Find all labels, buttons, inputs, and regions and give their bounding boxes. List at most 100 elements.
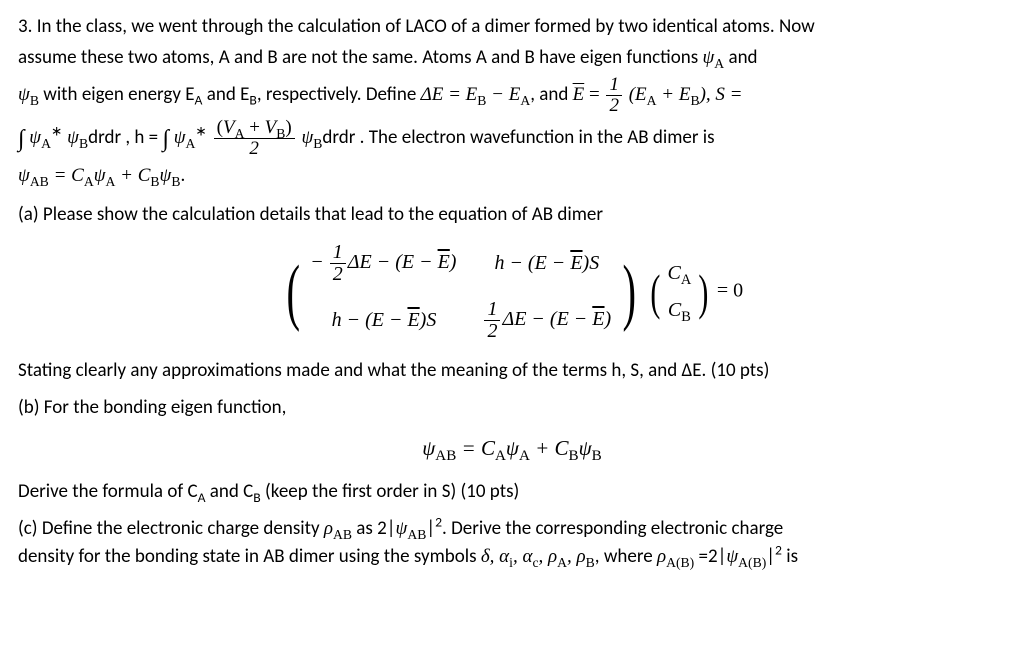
n: 1 (484, 299, 500, 321)
eq: = C (49, 165, 84, 186)
sym: , α (513, 546, 532, 567)
part-b-prompt: (b) For the bonding eigen function, (18, 393, 1006, 422)
e-bar: E (573, 84, 585, 105)
t: =2| (694, 545, 726, 568)
minus: − E (486, 84, 520, 105)
problem-intro-line2: assume these two atoms, A and B are not … (18, 43, 1006, 72)
text: and E (202, 83, 249, 106)
sub: AB (435, 449, 456, 465)
sub-ab: AB (30, 173, 49, 188)
sub-b: B (249, 91, 256, 108)
t: + E (657, 84, 691, 105)
t: as 2| (352, 517, 396, 540)
t: . Derive the corresponding electronic ch… (442, 517, 783, 540)
s: A (681, 272, 691, 288)
text: (a) Please show the calculation details … (18, 203, 603, 226)
sub: A (647, 92, 657, 107)
part-c-line1: (c) Define the electronic charge density… (18, 514, 1006, 543)
t: C (668, 262, 681, 284)
d: 2 (330, 264, 346, 285)
ebar: E (592, 308, 604, 330)
d: 2 (484, 321, 500, 342)
star: ∗ (195, 123, 206, 138)
text: assume these two atoms, A and B are not … (18, 46, 702, 69)
num: 1 (606, 75, 622, 96)
t: C (668, 299, 681, 321)
vector-cb: CB (668, 295, 692, 326)
sub: A (106, 173, 116, 188)
text: , respectively. Define (257, 83, 421, 106)
t: density for the bonding state in AB dime… (18, 545, 481, 568)
ebar: E (407, 309, 419, 331)
psi: ψ (396, 518, 408, 539)
text: (b) For the bonding eigen function, (18, 396, 286, 419)
t: ΔE − (E − (348, 251, 438, 273)
problem-intro-line4: ∫ ψA∗ ψBdrdr , h = ∫ ψA∗ (VA + VB)2 ψBdr… (18, 118, 1006, 159)
t: )S (583, 252, 600, 274)
delta-e-def: ΔE = E (421, 84, 478, 105)
t: ΔE − (E − (502, 308, 592, 330)
t: Derive the formula of C (18, 480, 198, 503)
sq: 2 (775, 541, 782, 558)
matrix-cell-12: h − (E − E)S (482, 248, 611, 279)
text: 3. In the class, we went through the cal… (18, 15, 815, 38)
t: ) (605, 308, 612, 330)
problem-intro-line1: 3. In the class, we went through the cal… (18, 12, 1006, 41)
sub-b: B (30, 92, 39, 107)
s: A(B) (738, 555, 766, 570)
s: B (253, 489, 260, 506)
psi: ψ (18, 84, 30, 105)
sq: 2 (435, 514, 442, 531)
equals-zero: = 0 (717, 279, 743, 301)
star: ∗ (51, 123, 62, 138)
t: ) (450, 251, 457, 273)
t: (c) Define the electronic charge density (18, 517, 324, 540)
sym: , ρ (567, 546, 586, 567)
text: Stating clearly any approximations made … (18, 359, 769, 382)
s: A (198, 489, 206, 506)
integral-icon: ∫ (18, 125, 25, 151)
sym: δ, α (481, 546, 509, 567)
sub: A (84, 173, 94, 188)
text: with eigen energy E (39, 83, 195, 106)
s: A (557, 555, 567, 570)
ebar: E (570, 252, 582, 274)
text: and (724, 46, 757, 69)
text: , and (530, 83, 572, 106)
text: dr , h = (104, 126, 162, 149)
psi: ψ (702, 47, 714, 68)
s: AB (333, 527, 352, 542)
part-a-stating: Stating clearly any approximations made … (18, 356, 1006, 385)
matrix-cell-22: 12ΔE − (E − E) (482, 299, 611, 342)
t: h − (E − (494, 252, 570, 274)
matrix-cell-11: − 12ΔE − (E − E) (311, 242, 456, 285)
rho: ρ (324, 518, 333, 539)
bar: | (426, 517, 435, 540)
n: 1 (330, 242, 346, 264)
s: B (681, 309, 691, 325)
sym: , ρ (539, 546, 558, 567)
rho: ρ (657, 546, 666, 567)
plus: + C (115, 165, 150, 186)
sub: B (150, 173, 159, 188)
problem-intro-line3: ψB with eigen energy EA and EB, respecti… (18, 75, 1006, 116)
part-b-derive: Derive the formula of CA and CB (keep th… (18, 477, 1006, 506)
t: and C (206, 480, 254, 503)
t: is (782, 545, 798, 568)
t: ), S = (700, 84, 743, 105)
t: (E (629, 84, 647, 105)
t: h − (E − (332, 309, 408, 331)
sub: A (520, 92, 530, 107)
bar: | (766, 545, 775, 568)
s: A (495, 449, 506, 465)
t: (keep the first order in S) (10 pts) (261, 480, 520, 503)
integral-icon: ∫ (162, 125, 169, 151)
den: 2 (214, 139, 295, 159)
s: A (519, 449, 530, 465)
t: , where (595, 545, 657, 568)
sub-a: A (714, 56, 724, 71)
ebar: E (438, 251, 450, 273)
t: = C (456, 436, 495, 460)
bonding-eigenfunction: ψAB = CAψA + CBψB (18, 432, 1006, 465)
den: 2 (606, 96, 622, 116)
